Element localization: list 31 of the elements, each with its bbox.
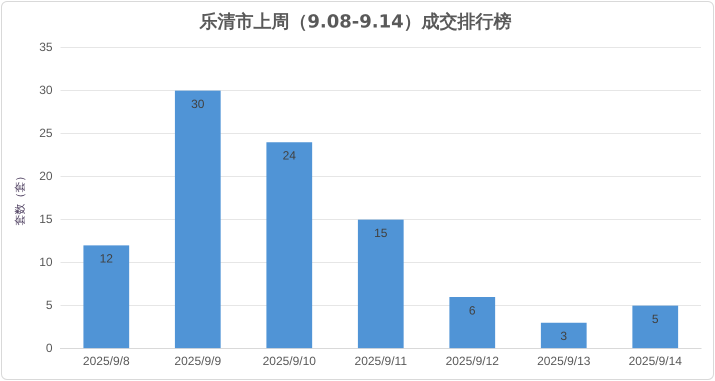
x-tick-label: 2025/9/14 bbox=[628, 354, 682, 368]
bar bbox=[632, 306, 678, 348]
y-tick-label: 20 bbox=[39, 168, 53, 183]
y-tick-label: 35 bbox=[39, 40, 53, 54]
data-label: 5 bbox=[652, 312, 659, 326]
y-tick-label: 15 bbox=[39, 212, 53, 226]
data-label: 30 bbox=[191, 96, 205, 111]
x-tick-label: 2025/9/13 bbox=[537, 354, 591, 368]
y-tick-label: 25 bbox=[39, 126, 53, 140]
x-tick-label: 2025/9/9 bbox=[174, 354, 222, 368]
x-tick-label: 2025/9/10 bbox=[262, 354, 316, 368]
x-tick-label: 2025/9/8 bbox=[82, 354, 130, 368]
y-tick-label: 30 bbox=[39, 82, 53, 97]
bar bbox=[358, 220, 404, 348]
x-tick-label: 2025/9/11 bbox=[354, 354, 408, 368]
data-label: 12 bbox=[100, 252, 114, 266]
bar bbox=[266, 142, 312, 348]
bar bbox=[174, 90, 221, 348]
y-tick-label: 0 bbox=[46, 340, 53, 355]
data-label: 3 bbox=[560, 329, 568, 344]
data-label: 24 bbox=[282, 148, 296, 163]
bar bbox=[540, 322, 587, 348]
bar bbox=[83, 245, 130, 348]
y-tick-label: 5 bbox=[46, 298, 53, 312]
bar bbox=[449, 297, 496, 348]
chart-title: 乐清市上周（9.08-9.14）成交排行榜 bbox=[198, 11, 512, 32]
data-label: 15 bbox=[374, 226, 388, 240]
y-tick-label: 10 bbox=[39, 254, 53, 269]
y-axis-title: 套数（套） bbox=[13, 170, 26, 226]
x-tick-label: 2025/9/12 bbox=[446, 354, 500, 368]
data-label: 6 bbox=[468, 303, 476, 318]
